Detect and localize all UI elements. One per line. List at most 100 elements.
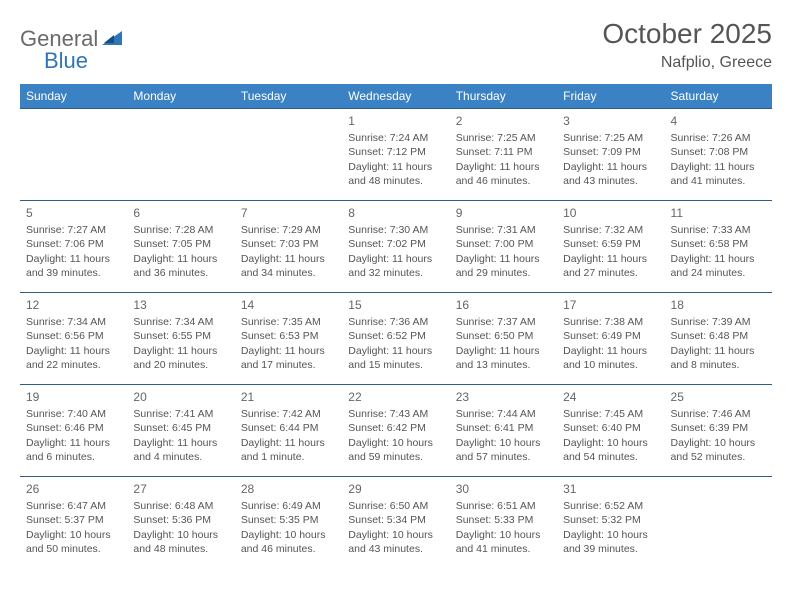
daylight-line: Daylight: 11 hours and 8 minutes. xyxy=(671,344,766,372)
sunset-line: Sunset: 6:55 PM xyxy=(133,329,228,343)
calendar-table: SundayMondayTuesdayWednesdayThursdayFrid… xyxy=(20,84,772,569)
sunrise-line: Sunrise: 7:25 AM xyxy=(456,131,551,145)
day-cell: 15Sunrise: 7:36 AMSunset: 6:52 PMDayligh… xyxy=(342,293,449,385)
day-header: Wednesday xyxy=(342,84,449,109)
logo-text-blue: Blue xyxy=(44,48,88,73)
sunrise-line: Sunrise: 6:51 AM xyxy=(456,499,551,513)
day-cell: 1Sunrise: 7:24 AMSunset: 7:12 PMDaylight… xyxy=(342,109,449,201)
sunrise-line: Sunrise: 6:50 AM xyxy=(348,499,443,513)
day-cell: 24Sunrise: 7:45 AMSunset: 6:40 PMDayligh… xyxy=(557,385,664,477)
sunrise-line: Sunrise: 7:34 AM xyxy=(133,315,228,329)
daylight-line: Daylight: 11 hours and 43 minutes. xyxy=(563,160,658,188)
day-cell: 6Sunrise: 7:28 AMSunset: 7:05 PMDaylight… xyxy=(127,201,234,293)
day-number: 25 xyxy=(671,389,766,405)
daylight-line: Daylight: 10 hours and 57 minutes. xyxy=(456,436,551,464)
day-number: 31 xyxy=(563,481,658,497)
day-cell: 4Sunrise: 7:26 AMSunset: 7:08 PMDaylight… xyxy=(665,109,772,201)
sunset-line: Sunset: 6:49 PM xyxy=(563,329,658,343)
day-cell: 31Sunrise: 6:52 AMSunset: 5:32 PMDayligh… xyxy=(557,477,664,569)
sunset-line: Sunset: 6:44 PM xyxy=(241,421,336,435)
sunrise-line: Sunrise: 7:41 AM xyxy=(133,407,228,421)
daylight-line: Daylight: 11 hours and 41 minutes. xyxy=(671,160,766,188)
day-cell: 12Sunrise: 7:34 AMSunset: 6:56 PMDayligh… xyxy=(20,293,127,385)
daylight-line: Daylight: 11 hours and 13 minutes. xyxy=(456,344,551,372)
sunset-line: Sunset: 5:33 PM xyxy=(456,513,551,527)
day-number: 14 xyxy=(241,297,336,313)
day-cell: 16Sunrise: 7:37 AMSunset: 6:50 PMDayligh… xyxy=(450,293,557,385)
sunset-line: Sunset: 6:58 PM xyxy=(671,237,766,251)
sunset-line: Sunset: 7:00 PM xyxy=(456,237,551,251)
sunset-line: Sunset: 6:46 PM xyxy=(26,421,121,435)
empty-cell xyxy=(235,109,342,201)
day-header: Friday xyxy=(557,84,664,109)
sunset-line: Sunset: 7:06 PM xyxy=(26,237,121,251)
day-number: 19 xyxy=(26,389,121,405)
sunrise-line: Sunrise: 6:52 AM xyxy=(563,499,658,513)
daylight-line: Daylight: 10 hours and 52 minutes. xyxy=(671,436,766,464)
day-cell: 9Sunrise: 7:31 AMSunset: 7:00 PMDaylight… xyxy=(450,201,557,293)
daylight-line: Daylight: 11 hours and 32 minutes. xyxy=(348,252,443,280)
title-block: October 2025 Nafplio, Greece xyxy=(602,18,772,72)
day-cell: 30Sunrise: 6:51 AMSunset: 5:33 PMDayligh… xyxy=(450,477,557,569)
day-cell: 20 Sunrise: 7:41 AMSunset: 6:45 PMDayligh… xyxy=(127,385,234,477)
daylight-line: Daylight: 10 hours and 54 minutes. xyxy=(563,436,658,464)
day-number: 4 xyxy=(671,113,766,129)
day-number: 27 xyxy=(133,481,228,497)
daylight-line: Daylight: 11 hours and 24 minutes. xyxy=(671,252,766,280)
sunset-line: Sunset: 6:41 PM xyxy=(456,421,551,435)
sunrise-line: Sunrise: 7:25 AM xyxy=(563,131,658,145)
day-number: 15 xyxy=(348,297,443,313)
day-number: 12 xyxy=(26,297,121,313)
day-number: 26 xyxy=(26,481,121,497)
daylight-line: Daylight: 11 hours and 39 minutes. xyxy=(26,252,121,280)
day-number: 13 xyxy=(133,297,228,313)
daylight-line: Daylight: 11 hours and 27 minutes. xyxy=(563,252,658,280)
sunrise-line: Sunrise: 7:34 AM xyxy=(26,315,121,329)
day-cell: 10Sunrise: 7:32 AMSunset: 6:59 PMDayligh… xyxy=(557,201,664,293)
sunrise-line: Sunrise: 7:43 AM xyxy=(348,407,443,421)
month-title: October 2025 xyxy=(602,18,772,50)
day-number: 29 xyxy=(348,481,443,497)
day-number: 3 xyxy=(563,113,658,129)
day-number: 16 xyxy=(456,297,551,313)
sunrise-line: Sunrise: 7:24 AM xyxy=(348,131,443,145)
day-header: Tuesday xyxy=(235,84,342,109)
logo: General xyxy=(20,18,126,52)
day-number: 2 xyxy=(456,113,551,129)
sunrise-line: Sunrise: 7:44 AM xyxy=(456,407,551,421)
sunrise-line: Sunrise: 7:40 AM xyxy=(26,407,121,421)
day-number: 9 xyxy=(456,205,551,221)
sunset-line: Sunset: 7:11 PM xyxy=(456,145,551,159)
sunrise-line: Sunrise: 7:28 AM xyxy=(133,223,228,237)
sunset-line: Sunset: 5:34 PM xyxy=(348,513,443,527)
daylight-line: Daylight: 10 hours and 59 minutes. xyxy=(348,436,443,464)
sunrise-line: Sunrise: 7:31 AM xyxy=(456,223,551,237)
day-cell: 7Sunrise: 7:29 AMSunset: 7:03 PMDaylight… xyxy=(235,201,342,293)
table-row: 5Sunrise: 7:27 AMSunset: 7:06 PMDaylight… xyxy=(20,201,772,293)
day-number: 20 xyxy=(133,389,228,405)
sunset-line: Sunset: 6:45 PM xyxy=(133,421,228,435)
day-number: 10 xyxy=(563,205,658,221)
day-number: 17 xyxy=(563,297,658,313)
sunrise-line: Sunrise: 7:26 AM xyxy=(671,131,766,145)
sunset-line: Sunset: 7:05 PM xyxy=(133,237,228,251)
sunset-line: Sunset: 6:48 PM xyxy=(671,329,766,343)
daylight-line: Daylight: 11 hours and 48 minutes. xyxy=(348,160,443,188)
sunrise-line: Sunrise: 7:39 AM xyxy=(671,315,766,329)
daylight-line: Daylight: 10 hours and 48 minutes. xyxy=(133,528,228,556)
sunrise-line: Sunrise: 7:38 AM xyxy=(563,315,658,329)
sunset-line: Sunset: 7:02 PM xyxy=(348,237,443,251)
table-row: 12Sunrise: 7:34 AMSunset: 6:56 PMDayligh… xyxy=(20,293,772,385)
sunset-line: Sunset: 7:03 PM xyxy=(241,237,336,251)
daylight-line: Daylight: 10 hours and 39 minutes. xyxy=(563,528,658,556)
day-cell: 19Sunrise: 7:40 AMSunset: 6:46 PMDayligh… xyxy=(20,385,127,477)
day-cell: 3Sunrise: 7:25 AMSunset: 7:09 PMDaylight… xyxy=(557,109,664,201)
daylight-line: Daylight: 11 hours and 15 minutes. xyxy=(348,344,443,372)
day-header: Sunday xyxy=(20,84,127,109)
day-number: 22 xyxy=(348,389,443,405)
day-header: Monday xyxy=(127,84,234,109)
day-number: 23 xyxy=(456,389,551,405)
sunrise-line: Sunrise: 7:36 AM xyxy=(348,315,443,329)
daylight-line: Daylight: 11 hours and 4 minutes. xyxy=(133,436,228,464)
empty-cell xyxy=(20,109,127,201)
